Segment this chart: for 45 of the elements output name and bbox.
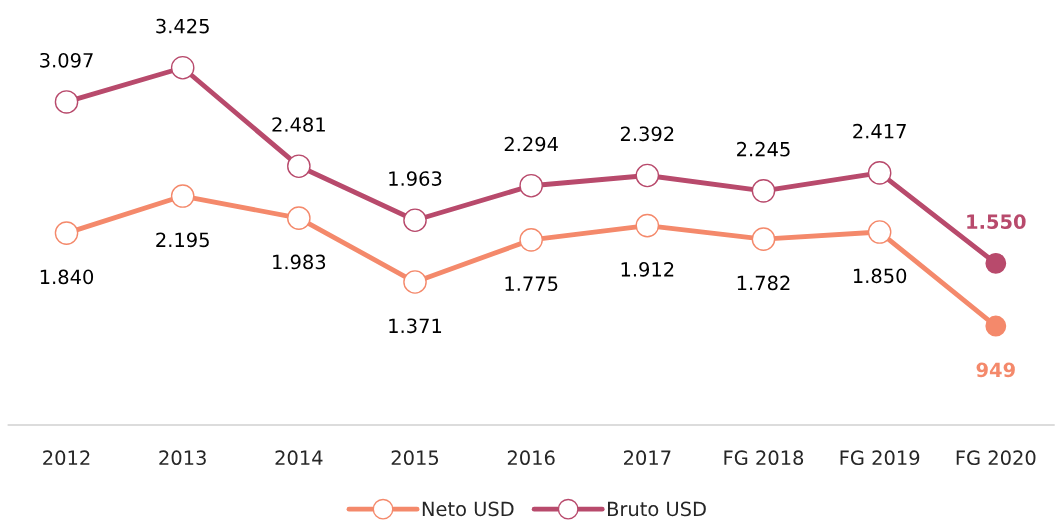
- point: [287, 206, 311, 230]
- x-tick-label: 2013: [159, 450, 206, 466]
- data-label: 1.550: [967, 214, 1026, 230]
- data-label: 1.840: [40, 269, 94, 285]
- point: [867, 161, 892, 185]
- data-label: 1.963: [389, 171, 442, 186]
- point: [635, 163, 660, 188]
- point: [170, 184, 195, 208]
- data-label: 2.245: [737, 141, 790, 157]
- data-label: 3.097: [40, 52, 93, 68]
- data-label: 2.294: [504, 136, 558, 152]
- point: [635, 213, 660, 238]
- x-tick-label: 2017: [624, 450, 671, 466]
- data-label: 2.417: [853, 123, 906, 139]
- x-tick-label: 2014: [275, 450, 323, 466]
- point: [54, 90, 79, 114]
- data-label: 2.481: [272, 117, 325, 132]
- data-label: 1.912: [621, 262, 674, 277]
- data-label: 2.195: [156, 232, 209, 248]
- x-tick-label: 2012: [43, 450, 90, 466]
- point: [751, 227, 776, 251]
- point: [170, 55, 195, 80]
- point: [519, 228, 543, 252]
- point: [403, 270, 427, 294]
- data-label: 949: [976, 362, 1015, 378]
- point: [867, 220, 892, 244]
- point: [519, 173, 543, 198]
- point: [403, 208, 427, 233]
- data-label: 1.782: [737, 275, 790, 291]
- legend-label: Neto USD: [422, 501, 514, 517]
- x-tick-label: FG 2018: [724, 450, 804, 466]
- x-tick-label: FG 2019: [840, 450, 920, 466]
- x-tick-label: 2016: [507, 450, 555, 466]
- point: [751, 179, 776, 203]
- data-label: 3.425: [156, 18, 209, 34]
- point: [54, 221, 79, 245]
- x-tick-label: FG 2020: [956, 450, 1036, 466]
- data-label: 1.850: [853, 268, 907, 284]
- x-tick-label: 2015: [391, 450, 439, 466]
- point: [287, 154, 311, 179]
- legend-label: Bruto USD: [608, 501, 706, 517]
- data-label: 1.983: [273, 254, 326, 270]
- data-label: 1.775: [505, 276, 558, 292]
- data-label: 2.392: [620, 126, 674, 142]
- data-label: 1.371: [389, 318, 442, 334]
